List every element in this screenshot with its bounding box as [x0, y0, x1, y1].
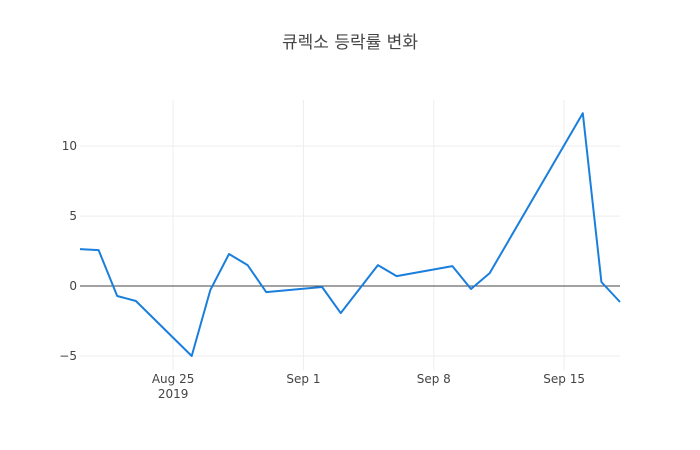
- data-line: [79, 112, 621, 357]
- y-tick-label: 0: [69, 279, 77, 293]
- x-tick-label: Sep 8: [417, 372, 451, 386]
- y-tick-label: −5: [59, 349, 77, 363]
- y-tick-label: 5: [69, 209, 77, 223]
- chart-title: 큐렉소 등락률 변화: [282, 33, 418, 53]
- x-tick-label: Sep 15: [543, 372, 585, 386]
- x-tick-label: Sep 1: [286, 372, 320, 386]
- y-tick-label: 10: [62, 139, 77, 153]
- x-tick-label: Aug 25 2019: [152, 372, 195, 401]
